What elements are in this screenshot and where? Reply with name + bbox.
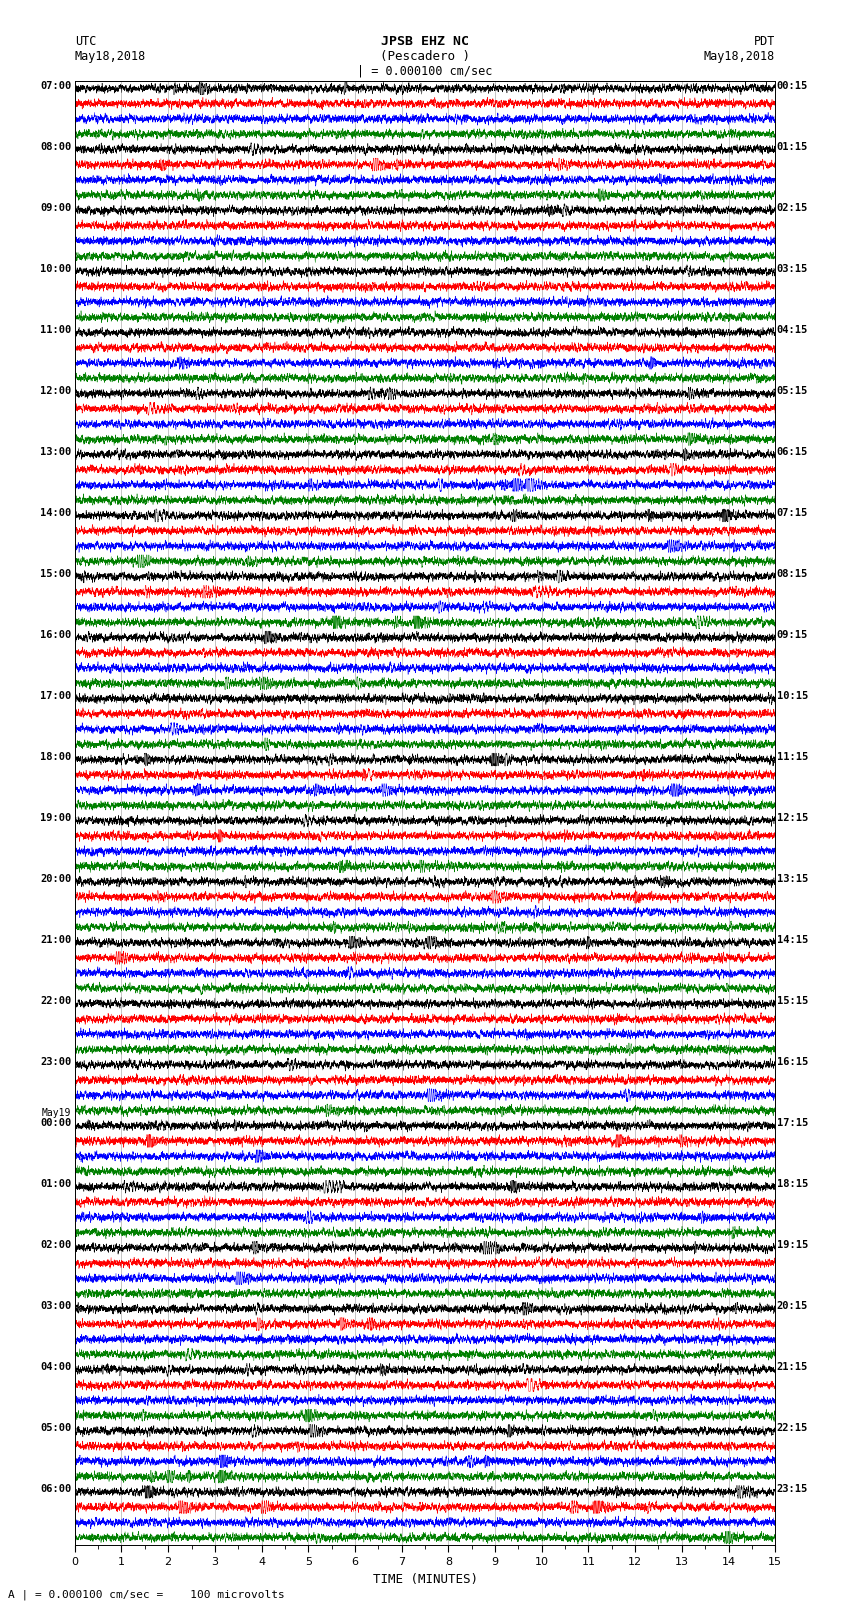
Text: 04:15: 04:15 xyxy=(777,324,807,336)
Text: 10:15: 10:15 xyxy=(777,690,807,702)
Text: 23:15: 23:15 xyxy=(777,1484,807,1494)
Text: UTC: UTC xyxy=(75,35,96,48)
Text: May18,2018: May18,2018 xyxy=(75,50,146,63)
Text: 19:00: 19:00 xyxy=(40,813,71,823)
Text: 22:00: 22:00 xyxy=(40,997,71,1007)
Text: 21:00: 21:00 xyxy=(40,936,71,945)
Text: 02:15: 02:15 xyxy=(777,203,807,213)
Text: 18:00: 18:00 xyxy=(40,752,71,761)
Text: 16:15: 16:15 xyxy=(777,1057,807,1068)
Text: (Pescadero ): (Pescadero ) xyxy=(380,50,470,63)
Text: May19: May19 xyxy=(42,1108,71,1118)
Text: 23:00: 23:00 xyxy=(40,1057,71,1068)
Text: 20:00: 20:00 xyxy=(40,874,71,884)
Text: 12:15: 12:15 xyxy=(777,813,807,823)
Text: 17:00: 17:00 xyxy=(40,690,71,702)
Text: 00:00: 00:00 xyxy=(40,1118,71,1127)
Text: 20:15: 20:15 xyxy=(777,1302,807,1311)
Text: 09:00: 09:00 xyxy=(40,203,71,213)
Text: 11:15: 11:15 xyxy=(777,752,807,761)
Text: 11:00: 11:00 xyxy=(40,324,71,336)
Text: 03:15: 03:15 xyxy=(777,265,807,274)
Text: 06:00: 06:00 xyxy=(40,1484,71,1494)
Text: 12:00: 12:00 xyxy=(40,386,71,395)
Text: 00:15: 00:15 xyxy=(777,81,807,90)
Text: 05:00: 05:00 xyxy=(40,1423,71,1434)
Text: 07:15: 07:15 xyxy=(777,508,807,518)
Text: JPSB EHZ NC: JPSB EHZ NC xyxy=(381,35,469,48)
Text: 15:15: 15:15 xyxy=(777,997,807,1007)
Text: 08:00: 08:00 xyxy=(40,142,71,152)
Text: May18,2018: May18,2018 xyxy=(704,50,775,63)
Text: 19:15: 19:15 xyxy=(777,1240,807,1250)
Text: 14:00: 14:00 xyxy=(40,508,71,518)
Text: 16:00: 16:00 xyxy=(40,631,71,640)
Text: 09:15: 09:15 xyxy=(777,631,807,640)
Text: 22:15: 22:15 xyxy=(777,1423,807,1434)
Text: 18:15: 18:15 xyxy=(777,1179,807,1189)
Text: PDT: PDT xyxy=(754,35,775,48)
Text: 03:00: 03:00 xyxy=(40,1302,71,1311)
Text: 01:15: 01:15 xyxy=(777,142,807,152)
Text: 08:15: 08:15 xyxy=(777,569,807,579)
Text: 06:15: 06:15 xyxy=(777,447,807,456)
Text: 13:15: 13:15 xyxy=(777,874,807,884)
Text: 13:00: 13:00 xyxy=(40,447,71,456)
Text: | = 0.000100 cm/sec: | = 0.000100 cm/sec xyxy=(357,65,493,77)
Text: 14:15: 14:15 xyxy=(777,936,807,945)
Text: 21:15: 21:15 xyxy=(777,1361,807,1373)
Text: 05:15: 05:15 xyxy=(777,386,807,395)
Text: 10:00: 10:00 xyxy=(40,265,71,274)
X-axis label: TIME (MINUTES): TIME (MINUTES) xyxy=(372,1573,478,1586)
Text: A | = 0.000100 cm/sec =    100 microvolts: A | = 0.000100 cm/sec = 100 microvolts xyxy=(8,1589,286,1600)
Text: 02:00: 02:00 xyxy=(40,1240,71,1250)
Text: 04:00: 04:00 xyxy=(40,1361,71,1373)
Text: 07:00: 07:00 xyxy=(40,81,71,90)
Text: 01:00: 01:00 xyxy=(40,1179,71,1189)
Text: 15:00: 15:00 xyxy=(40,569,71,579)
Text: 17:15: 17:15 xyxy=(777,1118,807,1127)
